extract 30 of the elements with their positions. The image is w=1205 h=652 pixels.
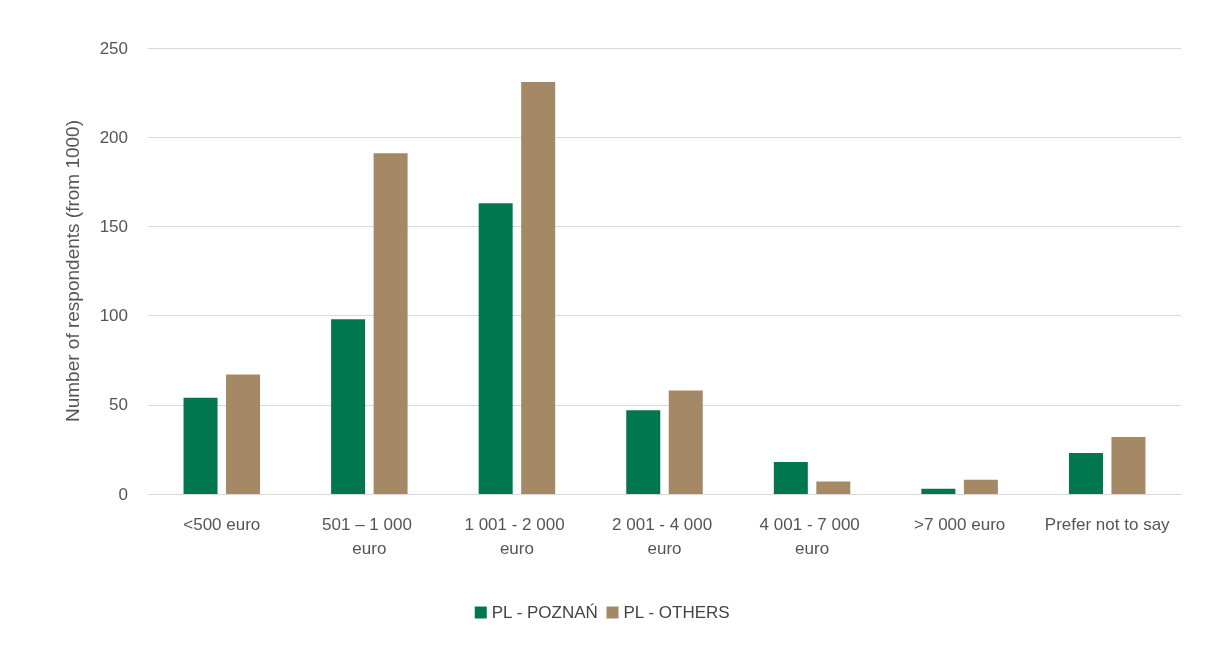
bar <box>626 410 661 494</box>
x-tick-label: <500 euro <box>183 514 261 534</box>
y-tick-label: 0 <box>118 484 128 504</box>
bar <box>1068 452 1103 494</box>
x-tick-label: 2 001 - 4 000 euro <box>612 514 717 558</box>
legend-label: PL - OTHERS <box>623 603 730 622</box>
bar <box>478 203 513 494</box>
bar <box>921 488 956 494</box>
y-tick-label: 200 <box>99 127 128 147</box>
y-tick-label: 100 <box>99 306 128 326</box>
y-tick-label: 150 <box>99 216 128 236</box>
x-tick-label: 1 001 - 2 000 euro <box>464 514 570 558</box>
bar <box>816 481 851 494</box>
y-axis-title: Number of respondents (from 1000) <box>62 119 83 423</box>
bar <box>963 479 998 494</box>
x-tick-label: 501 – 1 000 euro <box>322 514 417 558</box>
x-tick-label: 4 001 - 7 000 euro <box>759 514 865 558</box>
legend-label: PL - POZNAŃ <box>491 603 598 622</box>
bar <box>773 461 808 494</box>
bar <box>1111 436 1146 494</box>
x-tick-label: >7 000 euro <box>914 514 1006 534</box>
y-tick-label: 250 <box>99 38 128 58</box>
bar <box>668 390 703 494</box>
bar <box>331 319 366 494</box>
bar <box>226 374 261 494</box>
bar <box>521 81 556 494</box>
x-tick-label: Prefer not to say <box>1044 514 1171 534</box>
bar <box>373 153 408 494</box>
bar <box>183 397 218 494</box>
y-tick-label: 50 <box>109 395 128 415</box>
